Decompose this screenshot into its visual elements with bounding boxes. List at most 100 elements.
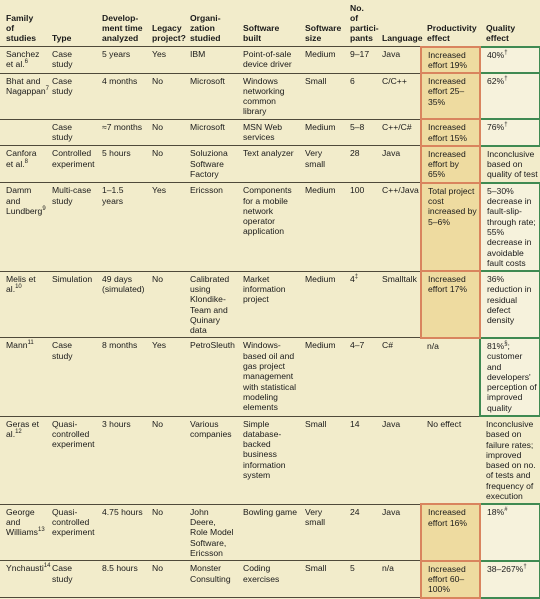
productivity-cell: Increased effort 16% [420,503,481,562]
time-text: ≈7 months [102,121,143,132]
legacy-cell: Yes [146,46,184,74]
quality-text: 38–267% [487,563,524,574]
size-text: Medium [305,340,336,351]
productivity-cell: Increased effort 25–35% [420,72,481,121]
column-header-line: Quality [486,22,516,33]
quality-text: Inconclusive based on quality of test [487,148,538,180]
org-cell: Soluziona Software Factory [184,145,237,184]
productivity-cell: Increased effort by 65% [420,144,481,184]
table-row: Mann11 Case study 8 months Yes PetroSleuth Wi… [0,336,540,418]
type-text: Case study [52,563,73,584]
participants-text: 4 [350,273,355,284]
quality-text: 81% [487,340,505,351]
software-cell: Market information project [237,271,299,339]
quality-cell: 76%† [479,118,540,147]
participants-text: 100 [350,185,365,196]
participants-cell: 5 [344,560,376,599]
time-cell: 5 hours [96,145,146,184]
time-cell: 5 years [96,46,146,74]
table-row: Sanchez et al.6 Case study 5 years Yes IBM Po… [0,45,540,75]
reference-number: 10 [15,284,22,291]
participants-cell: 28 [344,145,376,184]
participants-cell: 4–7 [344,337,376,417]
column-header-line: Software [243,23,280,33]
table-row: Ynchausti14 Case study 8.5 hours No Monster … [0,559,540,599]
legacy-text: Yes [152,340,167,351]
type-text: Quasi-controlled experiment [52,506,95,538]
quality-text: 18% [487,507,505,518]
reference-number: 13 [37,527,45,534]
size-text: Small [305,418,327,429]
participants-text: 5–8 [350,121,365,132]
column-header: Legacy project? [146,0,186,47]
family-cell: Melis et al.10 [0,271,46,339]
quality-text: 76% [487,122,505,133]
participants-text: 6 [350,75,355,86]
participants-text: 28 [350,148,360,159]
software-cell: Point-of-sale device driver [237,46,299,74]
time-cell: 4 months [96,73,146,120]
quality-cell: 18%# [479,503,540,562]
size-cell: Medium [299,337,344,417]
footnote-mark: † [504,49,508,56]
language-text: Java [382,506,401,517]
size-text: Very small [305,506,326,528]
participants-cell: 5–8 [344,119,376,147]
type-text: Case study [52,340,73,361]
software-text: Coding exercises [243,563,280,584]
org-text: PetroSleuth [190,340,235,351]
productivity-text: Total project cost increased by 5–6% [428,185,477,227]
column-header-line: Legacy [152,23,182,33]
size-cell: Very small [299,145,344,184]
type-cell: Case study [46,560,96,599]
column-header-line: Software [305,23,342,33]
productivity-cell: Increased effort 15% [420,118,481,147]
column-header-line: project? [152,33,186,43]
type-text: Case study [52,49,73,70]
productivity-text: Increased effort 15% [428,122,468,143]
productivity-cell: Increased effort 17% [420,270,481,339]
language-cell: Java [376,504,421,562]
column-header-line: Language [382,33,423,43]
quality-text: 5–30% decrease in fault-slip-through rat… [487,185,536,268]
time-text: 5 hours [102,148,131,159]
participants-text: 9–17 [350,49,370,59]
language-cell: Smalltalk [376,271,421,339]
time-text: 5 years [102,49,131,59]
quality-text: Inconclusive based on failure rates; imp… [486,419,536,502]
family-name: Mann [6,340,28,351]
productivity-text: Increased effort 19% [428,49,468,70]
column-header-line: zation [190,23,215,33]
column-header: No. of partici-pants [344,0,379,47]
family-cell [0,119,46,147]
software-cell: Components for a mobile network operator… [237,182,299,272]
family-cell: Geras et al.12 [0,416,46,505]
software-cell: MSN Web services [237,119,299,147]
type-cell: Case study [46,337,96,417]
column-header-line: studied [190,33,221,43]
column-header-line: Develop- [102,13,139,23]
size-text: Medium [305,49,336,59]
language-cell: Java [376,416,421,505]
productivity-text: n/a [427,340,439,351]
size-text: Small [305,75,327,86]
type-cell: Quasi-controlled experiment [46,416,96,505]
family-cell: Canfora et al.8 [0,145,46,184]
productivity-text: Increased effort 25–35% [428,76,466,107]
productivity-text: Increased effort 16% [428,507,468,528]
legacy-cell: No [146,504,184,562]
reference-number: 7 [45,86,50,93]
reference-number: 9 [42,206,46,212]
family-name: Bhat and Nagappan [6,75,46,96]
participants-text: 24 [350,506,360,517]
legacy-text: No [152,418,163,429]
productivity-text: Increased effort 17% [428,274,468,295]
type-cell: Controlled experiment [46,145,96,184]
org-text: Calibrated using Klondike-Team and Quina… [190,273,230,336]
table-row: Damm and Lundberg9 Multi-case study 1–1.5 … [0,181,540,273]
size-text: Small [305,563,327,574]
language-text: C/C++ [382,75,407,86]
column-header-line: analyzed [102,33,139,43]
quality-cell: Inconclusive based on failure rates; imp… [480,416,540,505]
